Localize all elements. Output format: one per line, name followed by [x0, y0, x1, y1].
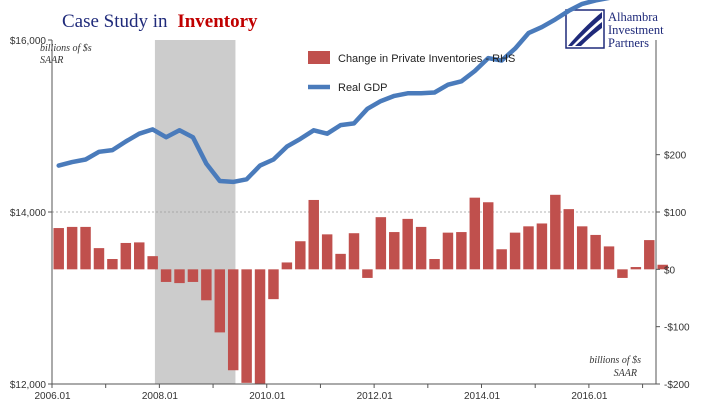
x-axis-tick-label: 2016.01: [571, 391, 608, 402]
inventory-bar: [563, 209, 574, 270]
inventory-bar: [120, 242, 132, 270]
inventory-bar: [321, 234, 333, 270]
right-axis-tick-label: -$200: [664, 380, 690, 391]
right-axis-tick-label: -$100: [664, 323, 690, 334]
inventory-bar: [362, 269, 373, 278]
chart-title-highlight: Inventory: [177, 11, 258, 32]
inventory-bar: [603, 246, 615, 270]
chart-title: Case Study in Inventory: [62, 11, 258, 32]
inventory-bar: [348, 233, 360, 270]
inventory-bar: [482, 202, 494, 270]
legend-bar-swatch: [308, 51, 330, 64]
axes: $12,000 $14,000 $16,000 -$200 -$100 $0 $100 $20…: [10, 36, 690, 402]
right-axis-tick-label: $0: [664, 265, 676, 276]
x-axis-tick-label: 2010.01: [249, 391, 286, 402]
inventory-bar: [268, 269, 279, 300]
inventory-bar: [53, 228, 64, 270]
legend-label-gdp: Real GDP: [338, 82, 388, 94]
inventory-bar: [644, 240, 655, 270]
legend: Change in Private Inventories - RHS Real …: [308, 51, 515, 94]
x-axis-tick-label: 2008.01: [142, 391, 179, 402]
right-axis-unit-line-1: billions of $s: [589, 355, 641, 366]
inventory-bar: [160, 269, 172, 282]
x-axis-tick-label: 2006.01: [34, 391, 71, 402]
inventory-bar: [335, 253, 346, 270]
left-axis-tick-label: $12,000: [10, 380, 47, 391]
gdp-line: [56, 0, 610, 185]
inventory-bar: [576, 226, 588, 270]
inventory-bars: [53, 194, 668, 384]
chart-title-prefix: Case Study in: [62, 11, 168, 32]
inventory-bar: [80, 226, 91, 270]
inventory-bar: [550, 194, 561, 270]
inventory-bar: [201, 269, 212, 301]
logo-line-3: Partners: [608, 36, 649, 50]
left-axis-unit-line-1: billions of $s: [40, 43, 92, 54]
inventory-bar: [174, 269, 185, 284]
inventory-bar: [66, 226, 78, 270]
inventory-bar: [415, 226, 427, 270]
inventory-bar: [375, 217, 387, 270]
x-axis-tick-label: 2012.01: [357, 391, 394, 402]
right-axis-unit-line-2: SAAR: [614, 368, 637, 379]
inventory-bar: [295, 241, 306, 270]
inventory-bar: [281, 262, 293, 270]
inventory-bar: [617, 269, 628, 278]
inventory-bar: [147, 256, 158, 270]
left-axis-tick-label: $16,000: [10, 36, 47, 47]
inventory-bar: [630, 267, 642, 270]
left-axis-tick-label: $14,000: [10, 208, 47, 219]
inventory-bar: [187, 269, 199, 282]
logo-line-1: Alhambra: [608, 10, 658, 24]
inventory-bar: [657, 264, 668, 270]
inventory-bar: [496, 249, 507, 270]
right-axis-tick-label: $200: [664, 151, 687, 162]
inventory-bar: [241, 269, 252, 383]
right-axis-tick-label: $100: [664, 208, 687, 219]
logo-line-2: Investment: [608, 23, 664, 37]
inventory-bar: [442, 232, 454, 270]
inventory-bar: [389, 232, 400, 270]
gdp-line-layer: [56, 0, 610, 185]
inventory-bar: [456, 232, 467, 270]
inventory-bar: [107, 259, 118, 270]
inventory-bar: [308, 199, 319, 270]
inventory-bar: [590, 234, 601, 270]
inventory-bar: [429, 259, 440, 270]
inventory-bar: [536, 223, 548, 270]
inventory-bar: [402, 218, 413, 270]
alhambra-logo: Alhambra Investment Partners: [565, 9, 664, 50]
inventory-bar: [134, 242, 145, 270]
inventory-bar: [254, 269, 266, 384]
inventory-bar: [469, 197, 481, 270]
x-axis-tick-label: 2014.01: [464, 391, 501, 402]
inventory-bar: [214, 269, 226, 333]
inventory-bar: [523, 226, 534, 270]
inventory-bar: [227, 269, 239, 371]
inventory-bar: [93, 248, 105, 270]
inventory-bar: [509, 232, 521, 270]
legend-label-inventories: Change in Private Inventories - RHS: [338, 53, 515, 65]
